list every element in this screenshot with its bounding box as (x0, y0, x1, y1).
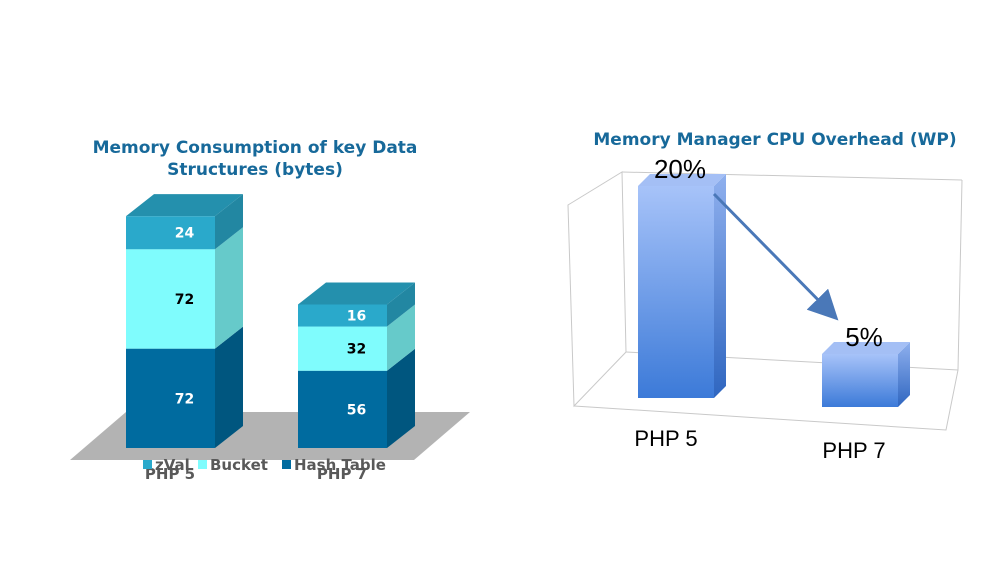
legend-entry: zVal (155, 456, 190, 474)
left-chart-title: Memory Consumption of key Data Structure… (92, 138, 418, 180)
data-label: 5% (845, 322, 883, 352)
legend: zVal Bucket Hash Table (143, 456, 386, 474)
legend-swatch (143, 460, 152, 469)
legend-swatch (198, 460, 207, 469)
legend-entry: Hash Table (294, 456, 386, 474)
bar-side (387, 304, 415, 371)
bar-top (298, 282, 415, 305)
data-label: 20% (654, 154, 706, 184)
category-label: PHP 5 (145, 465, 195, 483)
right-chart-title: Memory Manager CPU Overhead (WP) (593, 130, 957, 150)
bar-segment-bucket (126, 249, 215, 349)
data-label: 72 (175, 292, 194, 308)
bar-side (714, 174, 726, 398)
category-label: PHP 7 (317, 465, 367, 483)
bar-side (215, 227, 243, 349)
bar-segment-zval (298, 304, 387, 327)
chart-walls (567, 171, 963, 431)
category-label: PHP 5 (634, 426, 697, 451)
bar-top (822, 342, 910, 354)
data-label: 56 (347, 402, 366, 418)
data-label: 32 (347, 342, 366, 358)
bar-side (387, 348, 415, 448)
bar (638, 186, 714, 398)
bar-segment-zval (126, 216, 215, 250)
bar-top (126, 194, 243, 217)
data-label: 24 (175, 226, 195, 242)
right-bar-chart: 20% 5% PHP 5 PHP 7 (567, 154, 963, 463)
data-label: 16 (347, 309, 366, 325)
bar-segment-bucket (298, 326, 387, 371)
category-label: PHP 7 (822, 438, 885, 463)
left-stacked-chart: 72 72 24 56 32 16 PHP 5 PHP 7 zVal Bucket Hash T… (70, 194, 470, 483)
bar-segment-hash-table (298, 370, 387, 448)
bar-top (638, 174, 726, 186)
bar-side (215, 194, 243, 250)
legend-entry: Bucket (210, 456, 268, 474)
legend-swatch (282, 460, 291, 469)
bar-side (215, 326, 243, 448)
bar-side (898, 342, 910, 407)
bar-segment-hash-table (126, 348, 215, 448)
data-label: 72 (175, 391, 194, 407)
bar-side (387, 282, 415, 327)
bar (822, 354, 898, 407)
trend-arrow (712, 192, 839, 321)
